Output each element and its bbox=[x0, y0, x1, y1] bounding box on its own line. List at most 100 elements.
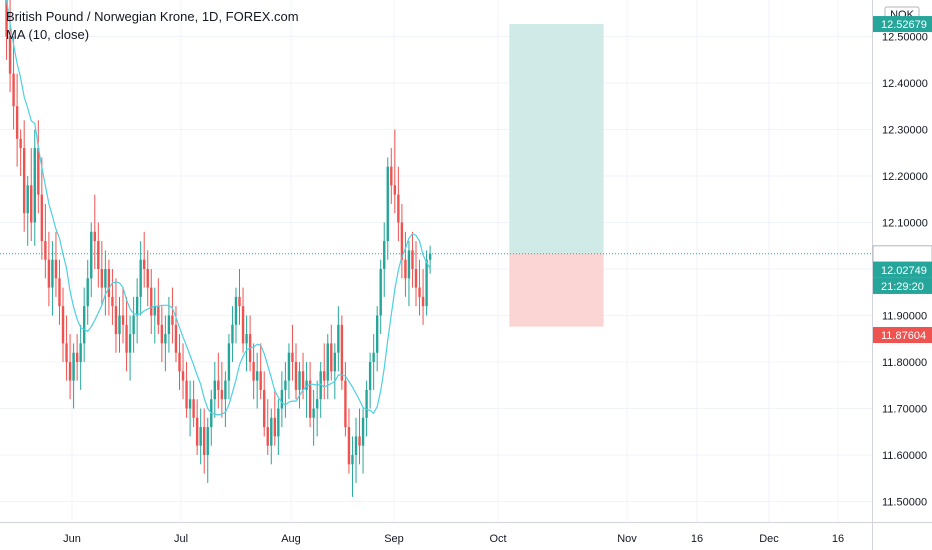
candle-body bbox=[390, 166, 393, 186]
candle bbox=[111, 269, 114, 325]
stop-price-tag-box bbox=[873, 327, 932, 344]
candle bbox=[121, 287, 125, 344]
candle bbox=[65, 315, 68, 381]
candle-body bbox=[19, 138, 22, 149]
candle bbox=[86, 259, 89, 325]
candle bbox=[26, 176, 29, 246]
candle-body bbox=[111, 296, 114, 307]
candle bbox=[47, 231, 51, 307]
candle bbox=[178, 334, 181, 390]
candle bbox=[231, 306, 234, 362]
x-tick-label: Jun bbox=[63, 533, 81, 545]
candle-body bbox=[287, 352, 291, 381]
candle bbox=[199, 408, 202, 465]
candle bbox=[100, 241, 104, 307]
chart-legend: British Pound / Norwegian Krone, 1D, FOR… bbox=[6, 8, 299, 44]
last-price-tag-box bbox=[873, 261, 932, 278]
candle bbox=[93, 194, 96, 269]
candle-body bbox=[33, 148, 36, 223]
candle-body bbox=[58, 278, 61, 307]
candle bbox=[185, 362, 188, 418]
candle bbox=[234, 287, 238, 344]
entry-price-tag: 12.03270 bbox=[872, 245, 932, 263]
candle-body bbox=[252, 362, 255, 381]
candle bbox=[270, 408, 273, 465]
candle-body bbox=[263, 389, 266, 428]
candle-body bbox=[118, 315, 121, 335]
candle-body bbox=[238, 296, 241, 307]
candle-body bbox=[354, 436, 358, 455]
candle bbox=[326, 334, 329, 400]
candle bbox=[224, 371, 227, 428]
candle-body bbox=[280, 389, 284, 409]
candle-body bbox=[245, 334, 248, 344]
candle bbox=[379, 259, 382, 335]
entry-price-tag-box bbox=[872, 245, 932, 263]
candle bbox=[397, 166, 400, 242]
candle bbox=[340, 315, 344, 390]
candle-body bbox=[107, 269, 111, 297]
candle bbox=[22, 120, 26, 232]
candle-body bbox=[397, 194, 400, 223]
candle bbox=[58, 259, 61, 325]
candle bbox=[82, 287, 86, 362]
candle-body bbox=[213, 380, 216, 400]
candle-body bbox=[143, 259, 146, 269]
candle-body bbox=[372, 352, 375, 362]
candle bbox=[245, 315, 248, 372]
candle-body bbox=[277, 408, 280, 437]
candle bbox=[220, 362, 224, 418]
profit-zone[interactable] bbox=[509, 24, 604, 254]
candle bbox=[308, 362, 312, 428]
candle bbox=[330, 324, 333, 381]
candle bbox=[12, 36, 15, 130]
candle-body bbox=[206, 427, 209, 455]
candle bbox=[210, 389, 213, 446]
candle-body bbox=[358, 436, 361, 446]
candle bbox=[132, 296, 135, 353]
candle bbox=[181, 343, 185, 400]
candle bbox=[407, 241, 411, 307]
y-tick-label: 12.30000 bbox=[882, 125, 928, 137]
candle bbox=[266, 399, 269, 455]
candle bbox=[315, 380, 319, 437]
y-tick-label: 11.60000 bbox=[882, 450, 927, 462]
target-price-tag: 12.52679 bbox=[873, 16, 932, 33]
candle-body bbox=[86, 278, 89, 307]
candle-body bbox=[425, 259, 428, 307]
candle-body bbox=[44, 241, 47, 260]
x-tick-label: Sep bbox=[384, 533, 404, 545]
candle-body bbox=[128, 334, 132, 353]
symbol-title: British Pound / Norwegian Krone, 1D, FOR… bbox=[6, 9, 299, 24]
candle-body bbox=[284, 380, 287, 390]
loss-zone[interactable] bbox=[509, 253, 604, 327]
stop-price-tag: 11.87604 bbox=[873, 327, 932, 344]
candle bbox=[206, 417, 209, 483]
candle-body bbox=[407, 250, 411, 279]
candle-body bbox=[333, 352, 337, 372]
y-tick-label: 12.20000 bbox=[882, 171, 928, 183]
candle bbox=[118, 296, 121, 353]
candle bbox=[192, 380, 195, 428]
candle bbox=[305, 362, 308, 418]
candle-body bbox=[40, 194, 44, 242]
ma-line bbox=[5, 0, 431, 416]
candle-body bbox=[234, 296, 238, 325]
candle bbox=[280, 371, 284, 428]
candle bbox=[284, 362, 287, 418]
candle-body bbox=[379, 269, 382, 316]
candle bbox=[241, 287, 245, 353]
candle-body bbox=[54, 259, 58, 279]
candle-body bbox=[100, 269, 104, 288]
candle bbox=[319, 362, 322, 418]
candle bbox=[227, 334, 231, 400]
candle-body bbox=[361, 417, 365, 446]
candle bbox=[418, 259, 421, 316]
candle-body bbox=[82, 306, 86, 344]
x-tick-label: 16 bbox=[691, 533, 703, 545]
candle bbox=[40, 157, 44, 260]
candle-body bbox=[319, 371, 322, 400]
candle bbox=[90, 222, 93, 297]
candle-body bbox=[298, 371, 301, 390]
